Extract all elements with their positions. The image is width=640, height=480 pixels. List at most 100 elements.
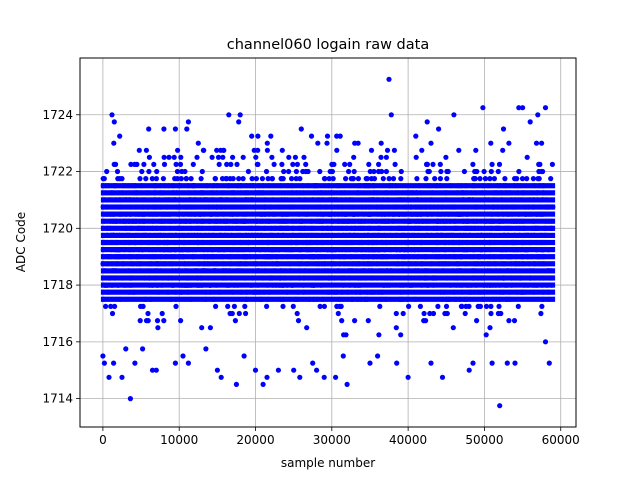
data-point (317, 303, 323, 309)
data-point (489, 161, 495, 167)
data-point (286, 168, 292, 175)
data-point (245, 168, 251, 175)
data-point (515, 303, 521, 309)
data-point (177, 161, 184, 167)
outlier-point (161, 126, 167, 132)
plot-frame (79, 57, 577, 428)
outlier-point (264, 374, 270, 380)
data-point (482, 176, 488, 182)
data-point (143, 176, 149, 182)
data-point (149, 176, 155, 182)
data-point (220, 154, 226, 160)
data-point (423, 318, 429, 324)
outlier-point (252, 367, 259, 373)
data-point (538, 310, 544, 317)
data-point (380, 176, 386, 182)
data-point (212, 176, 218, 182)
data-point (279, 161, 285, 167)
outlier-point (386, 76, 392, 82)
data-point (301, 154, 307, 160)
data-point (343, 332, 349, 338)
data-point (495, 168, 501, 175)
data-point (286, 154, 292, 160)
outlier-point (470, 360, 476, 366)
data-point (251, 147, 257, 153)
data-point (430, 310, 437, 317)
data-point (472, 168, 478, 175)
data-point (383, 168, 389, 175)
outlier-point (195, 140, 201, 146)
data-point (173, 161, 179, 167)
data-point (240, 176, 246, 182)
data-point (134, 161, 140, 167)
data-point (230, 154, 236, 160)
data-point (424, 161, 430, 167)
data-point (519, 176, 526, 182)
data-point (171, 154, 177, 160)
data-point (119, 176, 125, 182)
outlier-point (203, 346, 209, 352)
data-point (269, 176, 275, 182)
outlier-point (218, 374, 224, 380)
data-point (294, 310, 300, 317)
outlier-point (149, 367, 156, 373)
data-point (161, 161, 168, 167)
data-point (108, 303, 114, 309)
outlier-point (260, 381, 266, 387)
data-point (194, 154, 200, 160)
data-point (477, 176, 483, 182)
data-point (240, 154, 246, 160)
data-point (253, 154, 259, 160)
data-point (308, 133, 315, 139)
x-tick-label: 20000 (236, 433, 274, 447)
data-point (363, 176, 369, 182)
outlier-point (520, 105, 526, 111)
outlier-point (111, 360, 117, 366)
data-point (470, 161, 476, 167)
outlier-point (310, 360, 316, 366)
data-point (137, 318, 143, 324)
data-point (104, 168, 110, 175)
y-tick-label: 1718 (42, 278, 73, 292)
data-point (414, 176, 420, 182)
outlier-point (497, 403, 503, 409)
data-point (348, 176, 354, 182)
data-point (279, 147, 285, 153)
outlier-point (340, 353, 346, 359)
data-point (178, 318, 184, 324)
data-point (159, 310, 165, 317)
data-point (383, 154, 389, 160)
data-point (376, 168, 382, 175)
data-point (400, 310, 406, 317)
dense-data-row (100, 289, 556, 295)
data-point (386, 176, 392, 182)
outlier-point (424, 119, 430, 125)
data-point (216, 161, 222, 167)
x-axis-label: sample number (281, 456, 375, 470)
outlier-point (375, 353, 381, 359)
outlier-point (117, 133, 123, 139)
y-tick-label: 1716 (42, 335, 73, 349)
data-point (190, 161, 196, 167)
data-point (473, 147, 479, 153)
data-point (280, 303, 286, 309)
data-point (421, 310, 427, 317)
outlier-point (394, 360, 400, 366)
data-point (376, 161, 382, 167)
data-point (435, 303, 441, 309)
data-point (297, 176, 303, 182)
data-point (259, 176, 265, 182)
data-point (391, 147, 397, 153)
data-point (294, 161, 300, 167)
outlier-point (405, 374, 411, 380)
data-point (264, 140, 270, 146)
data-point (115, 176, 121, 182)
data-point (326, 176, 332, 182)
data-point (419, 147, 425, 153)
outlier-point (101, 360, 107, 366)
data-point (230, 176, 236, 182)
data-point (366, 161, 372, 167)
data-point (430, 161, 436, 167)
data-point (231, 303, 237, 309)
data-point (253, 176, 259, 182)
